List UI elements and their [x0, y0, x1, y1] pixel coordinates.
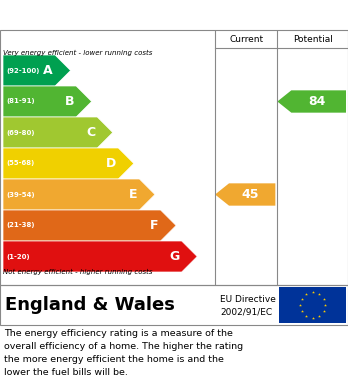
Text: B: B [65, 95, 74, 108]
Text: D: D [106, 157, 116, 170]
Polygon shape [215, 183, 275, 206]
Text: Very energy efficient - lower running costs: Very energy efficient - lower running co… [3, 50, 152, 56]
Text: E: E [129, 188, 137, 201]
Text: (81-91): (81-91) [6, 99, 34, 104]
Polygon shape [277, 90, 346, 113]
Polygon shape [3, 86, 92, 117]
Text: A: A [44, 64, 53, 77]
Bar [279, 287, 346, 323]
Polygon shape [3, 210, 176, 241]
Text: F: F [150, 219, 159, 232]
Text: Current: Current [229, 34, 263, 43]
Text: C: C [86, 126, 95, 139]
Text: Not energy efficient - higher running costs: Not energy efficient - higher running co… [3, 269, 152, 275]
Text: The energy efficiency rating is a measure of the
overall efficiency of a home. T: The energy efficiency rating is a measur… [4, 329, 243, 377]
Polygon shape [3, 148, 134, 179]
Polygon shape [3, 117, 113, 148]
Text: 2002/91/EC: 2002/91/EC [220, 308, 272, 317]
Text: 45: 45 [242, 188, 259, 201]
Polygon shape [3, 241, 197, 272]
Text: (39-54): (39-54) [6, 192, 34, 197]
Text: (69-80): (69-80) [6, 129, 34, 136]
Text: (1-20): (1-20) [6, 253, 30, 260]
Text: (92-100): (92-100) [6, 68, 39, 74]
Polygon shape [3, 179, 155, 210]
Text: England & Wales: England & Wales [5, 296, 175, 314]
Text: EU Directive: EU Directive [220, 294, 276, 303]
Text: (21-38): (21-38) [6, 222, 34, 228]
Text: G: G [169, 250, 180, 263]
Text: (55-68): (55-68) [6, 160, 34, 167]
Polygon shape [3, 55, 71, 86]
Text: 84: 84 [308, 95, 325, 108]
Text: Potential: Potential [293, 34, 333, 43]
Text: Energy Efficiency Rating: Energy Efficiency Rating [10, 7, 221, 23]
